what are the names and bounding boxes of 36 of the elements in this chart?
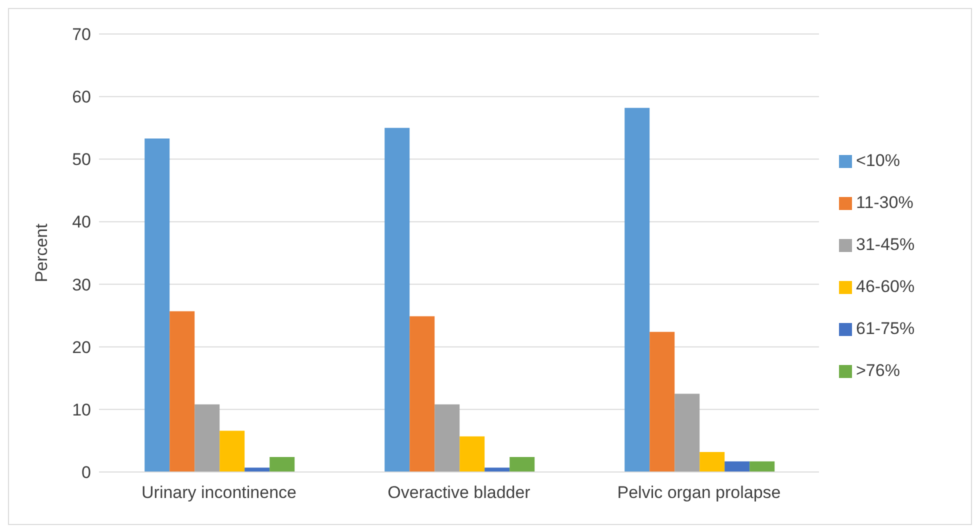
y-tick-label: 20: [72, 338, 91, 357]
legend-label: 61-75%: [856, 318, 915, 338]
bar: [484, 468, 510, 472]
bar: [434, 404, 460, 472]
bar: [384, 128, 410, 472]
x-tick-label: Overactive bladder: [388, 483, 531, 502]
bar: [700, 452, 725, 472]
y-tick-label: 10: [72, 400, 91, 420]
bar: [144, 138, 170, 472]
bar: [270, 456, 295, 472]
bar: [194, 404, 220, 472]
y-tick-label: 0: [82, 463, 91, 482]
bar: [220, 430, 245, 472]
legend-label: >76%: [856, 360, 900, 380]
legend-label: 46-60%: [856, 276, 915, 296]
y-tick-label: 40: [72, 212, 91, 232]
bar: [650, 332, 675, 472]
bar: [624, 108, 650, 472]
x-tick-label: Pelvic organ prolapse: [617, 483, 781, 502]
bar: [750, 461, 775, 472]
y-tick-label: 30: [72, 275, 91, 294]
bar: [674, 394, 700, 472]
bar: [410, 316, 435, 472]
legend-label: 31-45%: [856, 234, 915, 254]
bar: [510, 456, 535, 472]
bar: [724, 461, 750, 472]
bar: [460, 436, 485, 472]
bar: [170, 311, 195, 472]
y-tick-label: 60: [72, 88, 91, 107]
y-tick-label: 70: [72, 25, 91, 44]
legend-label: <10%: [856, 150, 900, 170]
y-axis-title: Percent: [32, 223, 52, 282]
y-tick-label: 50: [72, 150, 91, 170]
x-tick-label: Urinary incontinence: [142, 483, 296, 502]
bar: [244, 468, 270, 472]
legend-label: 11-30%: [856, 192, 914, 212]
